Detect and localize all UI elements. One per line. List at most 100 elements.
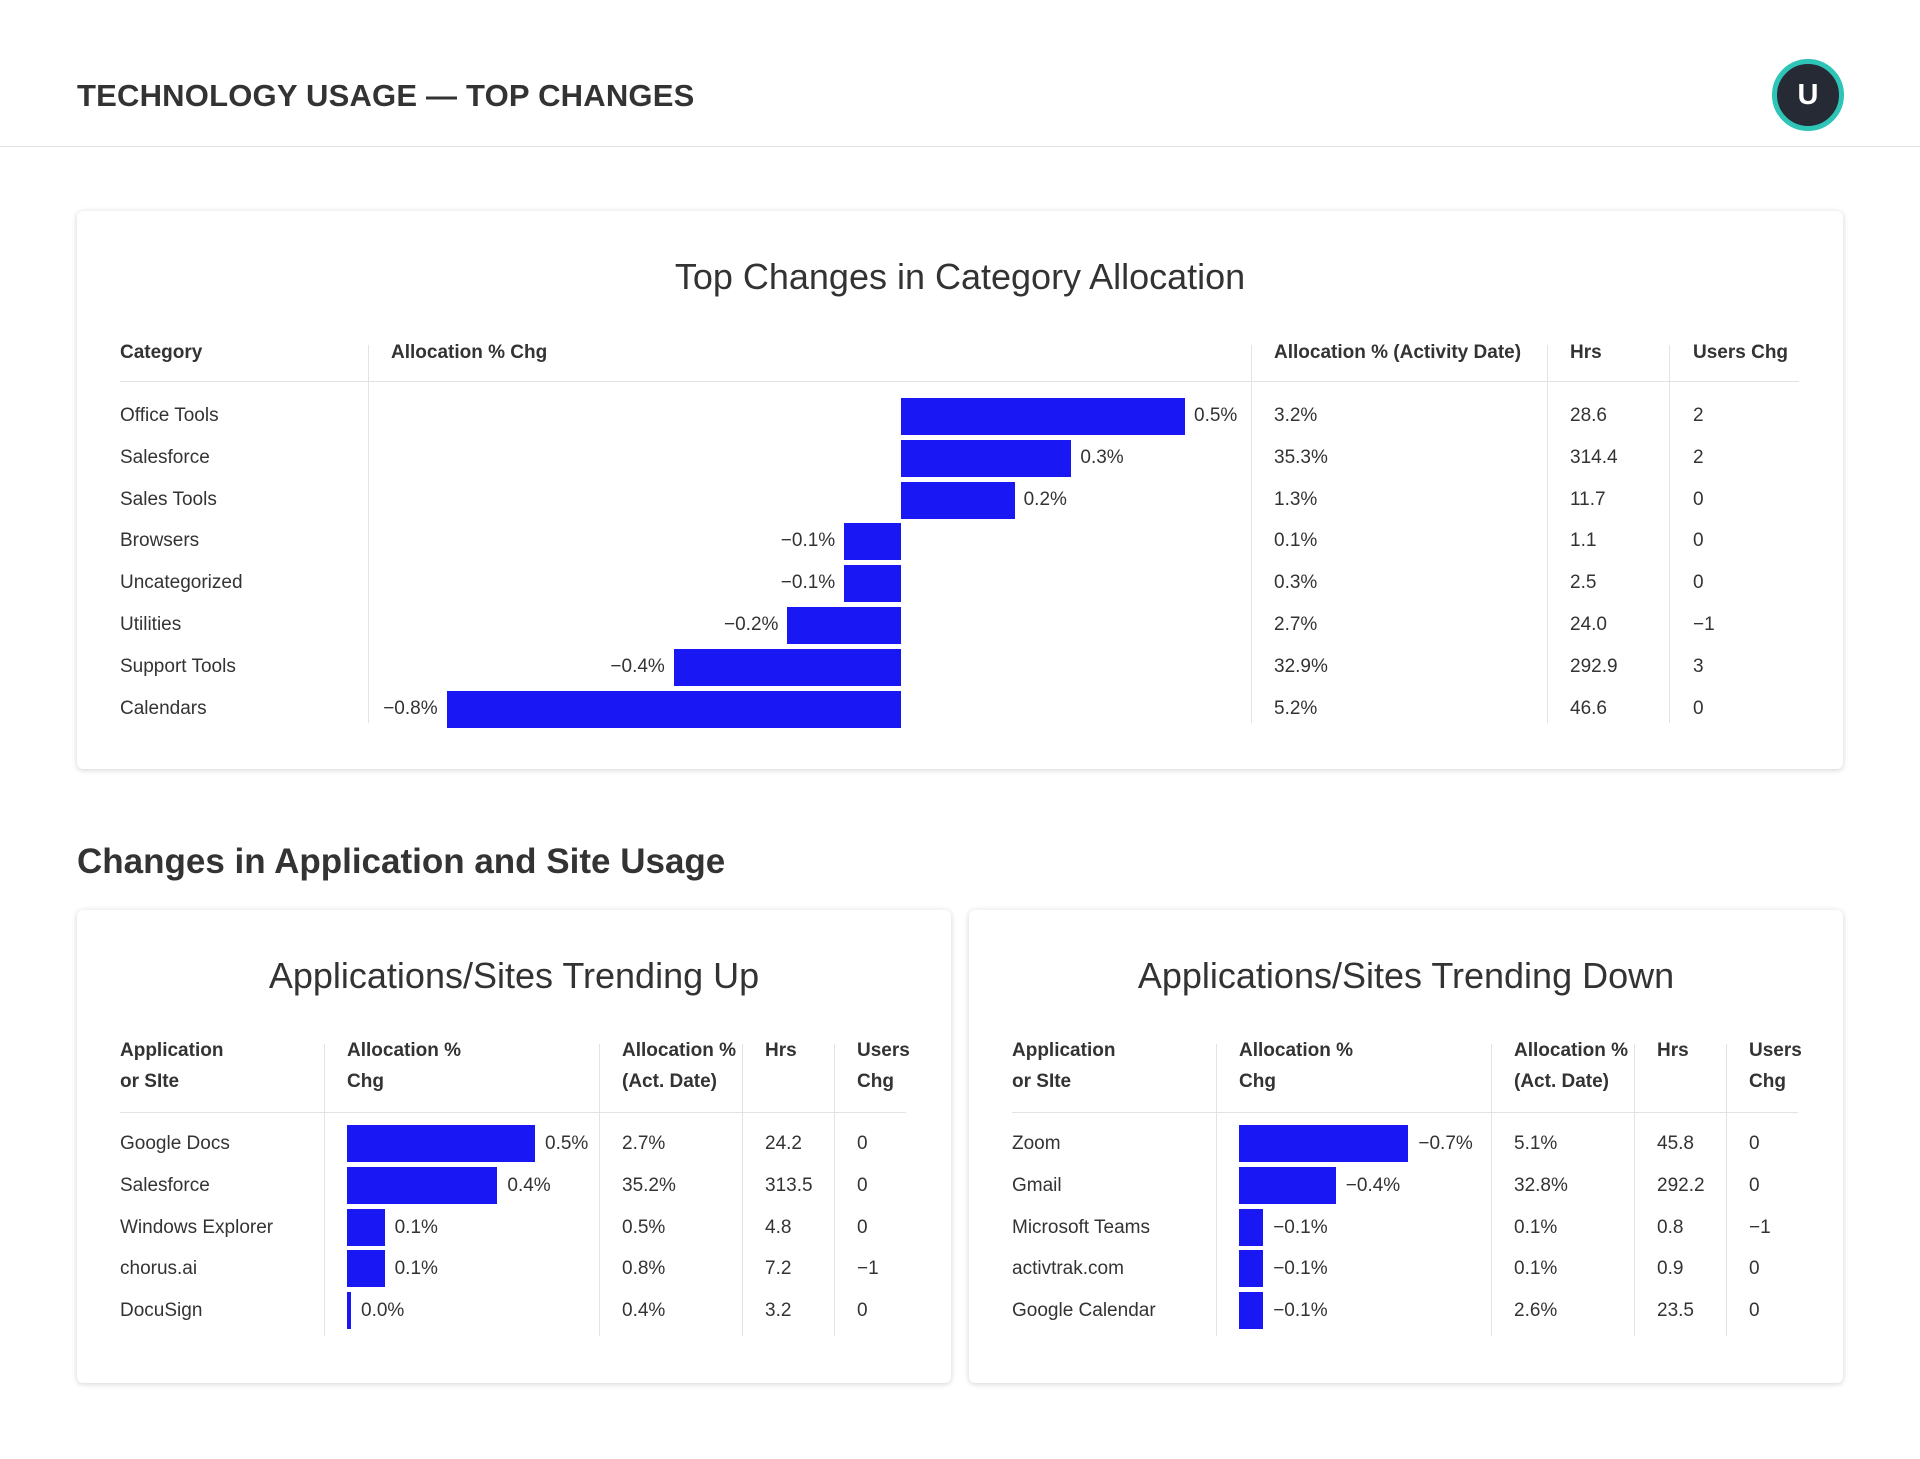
allocation-date: 5.1% (1514, 1133, 1558, 1154)
col-header-application-line: Application (120, 1040, 224, 1061)
hrs-value: 24.2 (765, 1133, 802, 1154)
allocation-chg-label: −0.8% (383, 697, 438, 719)
col-header-hrs: Hrs (1657, 1035, 1689, 1097)
users-chg-value: 0 (1693, 488, 1704, 510)
allocation-chg-label: 0.5% (545, 1133, 589, 1154)
hrs-value: 46.6 (1570, 697, 1607, 719)
allocation-chg-label: 0.1% (394, 1258, 438, 1280)
allocation-date: 35.2% (622, 1174, 676, 1196)
users-chg-value: 0 (857, 1300, 868, 1322)
col-header-allocation-date-line: Allocation % (622, 1040, 737, 1061)
allocation-chg-label: 0.1% (394, 1216, 438, 1238)
allocation-chg-bar (844, 565, 901, 603)
allocation-activity: 2.7% (1274, 614, 1318, 635)
col-header-allocation-activity: Allocation % (Activity Date) (1274, 342, 1522, 363)
col-header-allocation-date-line: (Act. Date) (1514, 1071, 1610, 1092)
col-header-users-chg-line: Users (857, 1040, 910, 1061)
col-header-allocation-date-line: (Act. Date) (622, 1071, 718, 1092)
allocation-chg-bar (347, 1208, 385, 1246)
col-header-application: Application or SIte (120, 1035, 223, 1097)
hrs-value: 45.8 (1657, 1133, 1694, 1154)
hrs-value: 4.8 (765, 1216, 792, 1238)
column-divider (368, 345, 369, 723)
allocation-date: 2.6% (1514, 1300, 1558, 1322)
allocation-chg-bar (1239, 1292, 1264, 1330)
allocation-chg-bar (787, 607, 901, 644)
allocation-chg-bar (901, 398, 1185, 435)
col-header-users-chg-line: Chg (857, 1071, 894, 1092)
users-chg-value: 0 (857, 1174, 868, 1196)
col-header-allocation-chg-line: Chg (1239, 1071, 1276, 1092)
users-chg-value: 2 (1693, 446, 1704, 468)
application-name: Google Calendar (1012, 1300, 1156, 1322)
users-chg-value: 0 (1749, 1133, 1760, 1154)
col-header-hrs-line: Hrs (1657, 1040, 1689, 1061)
col-header-users-chg: Users Chg (1749, 1035, 1802, 1097)
trending-up-title: Applications/Sites Trending Up (268, 955, 760, 996)
allocation-activity: 1.3% (1274, 488, 1318, 510)
header-divider (1012, 1112, 1798, 1113)
allocation-chg-label: −0.1% (1273, 1258, 1328, 1280)
col-header-hrs: Hrs (765, 1035, 797, 1097)
col-header-category: Category (120, 342, 203, 363)
category-allocation-card: Top Changes in Category Allocation Categ… (77, 211, 1843, 769)
column-divider (1547, 345, 1548, 723)
users-chg-value: 0 (1749, 1174, 1760, 1196)
category-name: Browsers (120, 530, 200, 552)
hrs-value: 23.5 (1657, 1300, 1694, 1322)
col-header-users-chg-line: Chg (1749, 1071, 1786, 1092)
allocation-chg-bar (1239, 1166, 1336, 1204)
hrs-value: 0.9 (1657, 1258, 1684, 1280)
allocation-chg-label: −0.1% (1273, 1300, 1328, 1322)
column-divider (742, 1044, 743, 1336)
users-chg-value: 0 (1693, 572, 1704, 594)
users-chg-value: 0 (1693, 530, 1704, 552)
allocation-chg-label: 0.5% (1194, 405, 1238, 426)
allocation-chg-bar (446, 690, 901, 728)
users-chg-value: 0 (1749, 1300, 1760, 1322)
category-card-title: Top Changes in Category Allocation (674, 256, 1246, 297)
allocation-activity: 5.2% (1274, 697, 1318, 719)
allocation-chg-bar (1239, 1208, 1264, 1246)
col-header-hrs: Hrs (1570, 342, 1602, 363)
user-avatar[interactable]: U (1772, 59, 1844, 131)
allocation-chg-bar (1239, 1250, 1264, 1288)
allocation-activity: 3.2% (1274, 405, 1318, 426)
category-name: Support Tools (120, 655, 236, 677)
users-chg-value: 0 (1693, 697, 1704, 719)
allocation-chg-label: 0.2% (1023, 488, 1067, 510)
users-chg-value: −1 (1693, 614, 1715, 635)
hrs-value: 3.2 (765, 1300, 792, 1322)
application-name: Windows Explorer (120, 1216, 274, 1238)
col-header-hrs-line: Hrs (765, 1040, 797, 1061)
allocation-date: 0.1% (1514, 1216, 1558, 1238)
col-header-users-chg: Users Chg (1693, 342, 1789, 363)
allocation-chg-label: −0.4% (1345, 1174, 1401, 1196)
allocation-chg-bar (347, 1125, 535, 1162)
column-divider (599, 1044, 600, 1336)
application-name: Microsoft Teams (1012, 1216, 1150, 1238)
allocation-chg-bar (673, 648, 901, 686)
col-header-application-line: or SIte (1012, 1071, 1072, 1092)
users-chg-value: 0 (857, 1216, 868, 1238)
category-name: Salesforce (120, 446, 210, 468)
column-divider (1726, 1044, 1727, 1336)
allocation-chg-label: −0.1% (1273, 1216, 1328, 1238)
category-name: Calendars (120, 697, 207, 719)
header-divider (120, 1112, 906, 1113)
allocation-chg-label: −0.4% (610, 655, 665, 677)
top-bar: TECHNOLOGY USAGE — TOP CHANGES U (0, 0, 1920, 147)
column-divider (1634, 1044, 1635, 1336)
users-chg-value: −1 (857, 1258, 879, 1280)
allocation-activity: 0.1% (1274, 530, 1318, 552)
users-chg-value: 0 (1749, 1258, 1760, 1280)
column-divider (834, 1044, 835, 1336)
trending-down-title: Applications/Sites Trending Down (1137, 955, 1675, 996)
trending-down-card: Applications/Sites Trending Down Applica… (969, 910, 1843, 1383)
column-divider (1216, 1044, 1217, 1336)
col-header-allocation-chg: Allocation % Chg (347, 1035, 461, 1097)
allocation-activity: 0.3% (1274, 572, 1318, 594)
page-title: TECHNOLOGY USAGE — TOP CHANGES (77, 78, 695, 113)
hrs-value: 7.2 (765, 1258, 792, 1280)
column-divider (1669, 345, 1670, 723)
